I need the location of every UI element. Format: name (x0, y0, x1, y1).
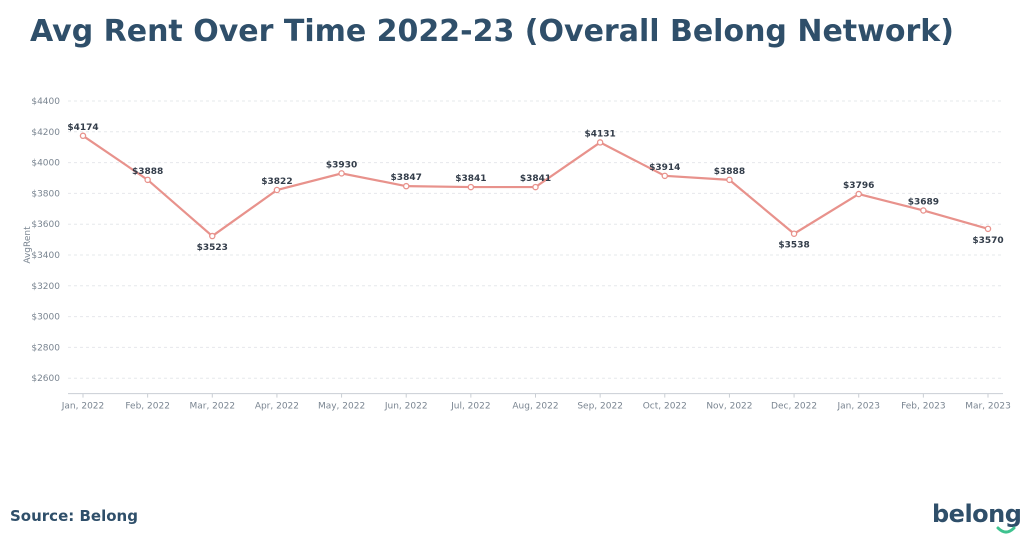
x-tick-label: Jan, 2022 (61, 402, 105, 412)
x-tick-label: Aug, 2022 (512, 402, 558, 412)
point (209, 232, 216, 240)
logo-text: belong (932, 500, 1022, 528)
value-label: $3523 (197, 243, 228, 253)
y-tick-label: $3800 (31, 189, 60, 199)
point (532, 183, 539, 191)
chart: AvgRent $2600 $2800 $3000 $3200 $3400 $3600 $3… (23, 97, 1011, 412)
point (596, 139, 604, 146)
value-label: $3841 (455, 174, 486, 184)
y-tick-label: $4400 (31, 97, 60, 107)
point (144, 176, 151, 184)
y-tick-label: $4200 (31, 128, 60, 138)
value-label: $4174 (67, 123, 98, 133)
y-tick-label: $3400 (31, 251, 60, 261)
x-tick-label: Feb, 2022 (125, 402, 170, 412)
x-tick-label: Dec, 2022 (771, 402, 817, 412)
value-label: $3822 (261, 177, 292, 187)
x-tick-label: Mar, 2022 (189, 402, 235, 412)
y-tick-label: $4000 (31, 159, 60, 169)
chart-title: Avg Rent Over Time 2022-23 (Overall Belo… (30, 14, 954, 49)
x-tick-label: Jul, 2022 (450, 402, 491, 412)
point (273, 186, 281, 194)
x-tick-label: Oct, 2022 (643, 402, 687, 412)
y-tick-label: $3200 (31, 282, 60, 292)
x-tick-label: May, 2022 (318, 402, 365, 412)
y-tick-label: $3600 (31, 220, 60, 230)
value-label: $3914 (649, 163, 680, 173)
point (855, 190, 862, 198)
value-label: $3841 (520, 174, 551, 184)
logo: belong (932, 500, 1022, 534)
point (726, 176, 733, 184)
value-label: $3888 (714, 167, 745, 177)
value-label: $3570 (972, 236, 1003, 246)
point (338, 170, 345, 177)
x-tick-label: Jan, 2023 (836, 402, 880, 412)
point (467, 183, 475, 191)
point (661, 172, 669, 180)
value-label: $3538 (778, 241, 809, 251)
x-tick-label: Sep, 2022 (577, 402, 623, 412)
logo-smile (996, 526, 1016, 534)
x-tick-label: Mar, 2023 (965, 402, 1011, 412)
x-tick-label: Nov, 2022 (706, 402, 752, 412)
source: Source: Belong (10, 507, 138, 525)
value-label: $4131 (584, 129, 615, 139)
x-tick-label: Jun, 2022 (384, 402, 428, 412)
y-axis-label: AvgRent (23, 226, 33, 264)
point (920, 207, 927, 214)
x-tick-label: Apr, 2022 (255, 402, 299, 412)
value-label: $3796 (843, 181, 874, 191)
value-label: $3689 (908, 197, 939, 207)
value-label: $3847 (391, 173, 422, 183)
point (79, 132, 87, 140)
y-tick-label: $2800 (31, 343, 60, 353)
value-label: $3888 (132, 167, 163, 177)
x-tick-label: Feb, 2023 (901, 402, 946, 412)
y-tick-label: $3000 (31, 313, 60, 323)
value-label: $3930 (326, 160, 357, 170)
point (984, 225, 992, 233)
y-tick-label: $2600 (31, 374, 60, 384)
point (790, 230, 798, 237)
point (402, 182, 410, 190)
